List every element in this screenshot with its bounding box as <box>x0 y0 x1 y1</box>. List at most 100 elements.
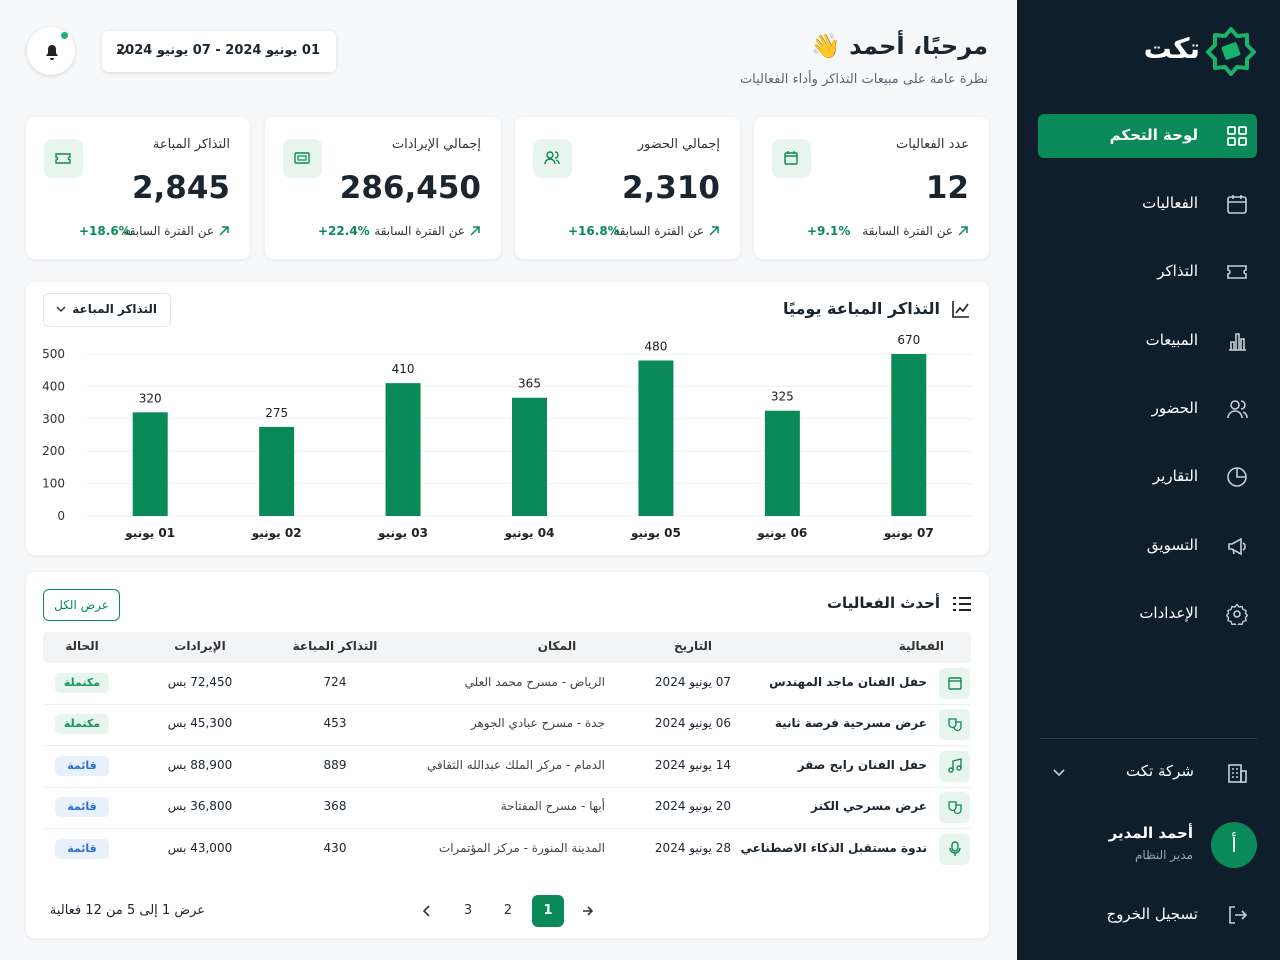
value-label: 325 <box>771 390 794 404</box>
notification-dot <box>61 32 68 39</box>
status-badge: قائمة <box>55 839 109 859</box>
stat-icon-bg <box>283 139 322 178</box>
event-venue: المدينة المنورة - مركز المؤتمرات <box>438 841 605 855</box>
bar <box>891 354 927 516</box>
column-header: الإيرادات <box>174 639 226 653</box>
row-icon-bg <box>939 792 970 823</box>
event-venue: أبها - مسرح المفتاحة <box>500 799 605 813</box>
column-header: التاريخ <box>673 639 713 653</box>
stat-value: 2,310 <box>621 170 720 206</box>
logout-icon[interactable] <box>1226 904 1248 926</box>
event-name: عرض مسرحية فرصة ثانية <box>774 716 927 730</box>
row-icon <box>948 801 962 815</box>
nav-active-bg[interactable] <box>1038 114 1257 158</box>
user-name: أحمد المدير <box>1108 824 1193 842</box>
next-page[interactable] <box>582 904 594 918</box>
x-tick-label: 01 يونيو <box>124 526 175 541</box>
page-button[interactable]: 3 <box>463 903 473 918</box>
y-tick-label: 400 <box>42 379 65 393</box>
chevron[interactable] <box>55 303 67 315</box>
date-range[interactable]: 01 يونيو 2024 - 07 يونيو 2024 <box>116 43 320 58</box>
stat-note: عن الفترة السابقة <box>613 224 704 238</box>
bar <box>512 397 547 516</box>
stat-change: +9.1% <box>807 224 851 238</box>
x-tick-label: 02 يونيو <box>251 526 302 541</box>
tickets-sold: 889 <box>323 758 347 772</box>
x-tick-label: 07 يونيو <box>883 526 934 541</box>
bell-icon[interactable] <box>41 40 63 62</box>
row-icon-bg <box>939 751 970 782</box>
revenue: 45,300 بس <box>167 716 233 730</box>
stat-value: 286,450 <box>339 170 481 206</box>
row-icon <box>948 758 962 773</box>
view-all-button[interactable]: عرض الكل <box>43 589 120 621</box>
avatar: أ <box>1211 822 1257 868</box>
column-header: الحالة <box>65 639 99 653</box>
status-badge: قائمة <box>55 797 109 817</box>
column-header: التذاكر المباعة <box>292 639 378 653</box>
page-button[interactable]: 2 <box>503 903 513 918</box>
brand-logo <box>1206 27 1256 76</box>
row-divider <box>43 828 971 829</box>
nav-icon <box>1227 467 1247 487</box>
stat-note: عن الفترة السابقة <box>123 224 214 238</box>
stat-icon <box>55 153 71 164</box>
table-header <box>43 632 971 663</box>
trend-arrow <box>958 226 968 236</box>
stat-icon-bg <box>772 139 811 178</box>
nav-item[interactable]: لوحة التحكم <box>1109 126 1198 144</box>
page-subtitle: نظرة عامة على مبيعات التذاكر وأداء الفعا… <box>739 72 988 87</box>
x-tick-label: 04 يونيو <box>504 526 555 541</box>
value-label: 670 <box>897 333 920 347</box>
nav-item[interactable]: التذاكر <box>1157 262 1198 280</box>
bar-chart: 0 100 200 300 400 500 01 يونيو 320 02 يونيو 275 03… <box>42 333 972 541</box>
logout[interactable]: تسجيل الخروج <box>1106 905 1198 923</box>
bar <box>764 410 800 516</box>
revenue: 36,800 بس <box>167 799 233 813</box>
page-button[interactable]: 1 <box>532 895 564 927</box>
trend-arrow <box>709 226 719 236</box>
nav-item[interactable]: التسويق <box>1146 536 1198 554</box>
stat-icon <box>784 151 798 165</box>
date-picker[interactable] <box>102 31 336 72</box>
value-label: 275 <box>265 406 288 420</box>
company-name[interactable]: شركة تكت <box>1126 762 1194 780</box>
event-name: حفل الفنان رابح صقر <box>797 758 927 772</box>
stat-value: 2,845 <box>131 170 230 206</box>
metric-selector[interactable] <box>43 293 171 327</box>
tickets-sold: 724 <box>323 675 347 689</box>
y-tick-label: 0 <box>57 509 65 523</box>
company-icon <box>1228 764 1247 783</box>
event-venue: الدمام - مركز الملك عبدالله الثقافي <box>426 758 605 772</box>
chevron[interactable] <box>1052 766 1066 780</box>
bar <box>638 360 674 516</box>
nav-item[interactable]: الفعاليات <box>1142 194 1198 212</box>
nav-item[interactable]: الحضور <box>1151 399 1198 417</box>
row-icon-bg <box>939 834 970 865</box>
event-venue: الرياض - مسرح محمد العلي <box>464 675 605 689</box>
stat-note: عن الفترة السابقة <box>862 224 953 238</box>
event-venue: جدة - مسرح عبادي الجوهر <box>470 716 605 730</box>
bar <box>132 412 168 516</box>
y-tick-label: 100 <box>42 477 65 491</box>
brand-name: تكت <box>1143 32 1200 65</box>
nav-icon <box>1228 537 1246 556</box>
chevron[interactable] <box>116 45 130 59</box>
tickets-sold: 430 <box>323 841 347 855</box>
stat-label: إجمالي الحضور <box>637 137 720 152</box>
status-badge: مكتملة <box>55 673 109 693</box>
stat-icon <box>294 152 310 164</box>
nav-item[interactable]: المبيعات <box>1145 331 1198 349</box>
revenue: 88,900 بس <box>167 758 233 772</box>
list-icon <box>953 597 971 611</box>
nav-item[interactable]: الإعدادات <box>1139 604 1198 622</box>
prev-page[interactable] <box>421 904 433 918</box>
stat-icon-bg <box>533 139 572 178</box>
tickets-sold: 453 <box>323 716 347 730</box>
page-title: مرحبًا، أحمد 👋 <box>810 32 988 60</box>
event-date: 14 يونيو 2024 <box>654 758 732 772</box>
metric-selector-label[interactable]: التذاكر المباعة <box>72 302 157 316</box>
sidebar <box>1017 0 1280 960</box>
nav-item[interactable]: التقارير <box>1152 467 1198 485</box>
